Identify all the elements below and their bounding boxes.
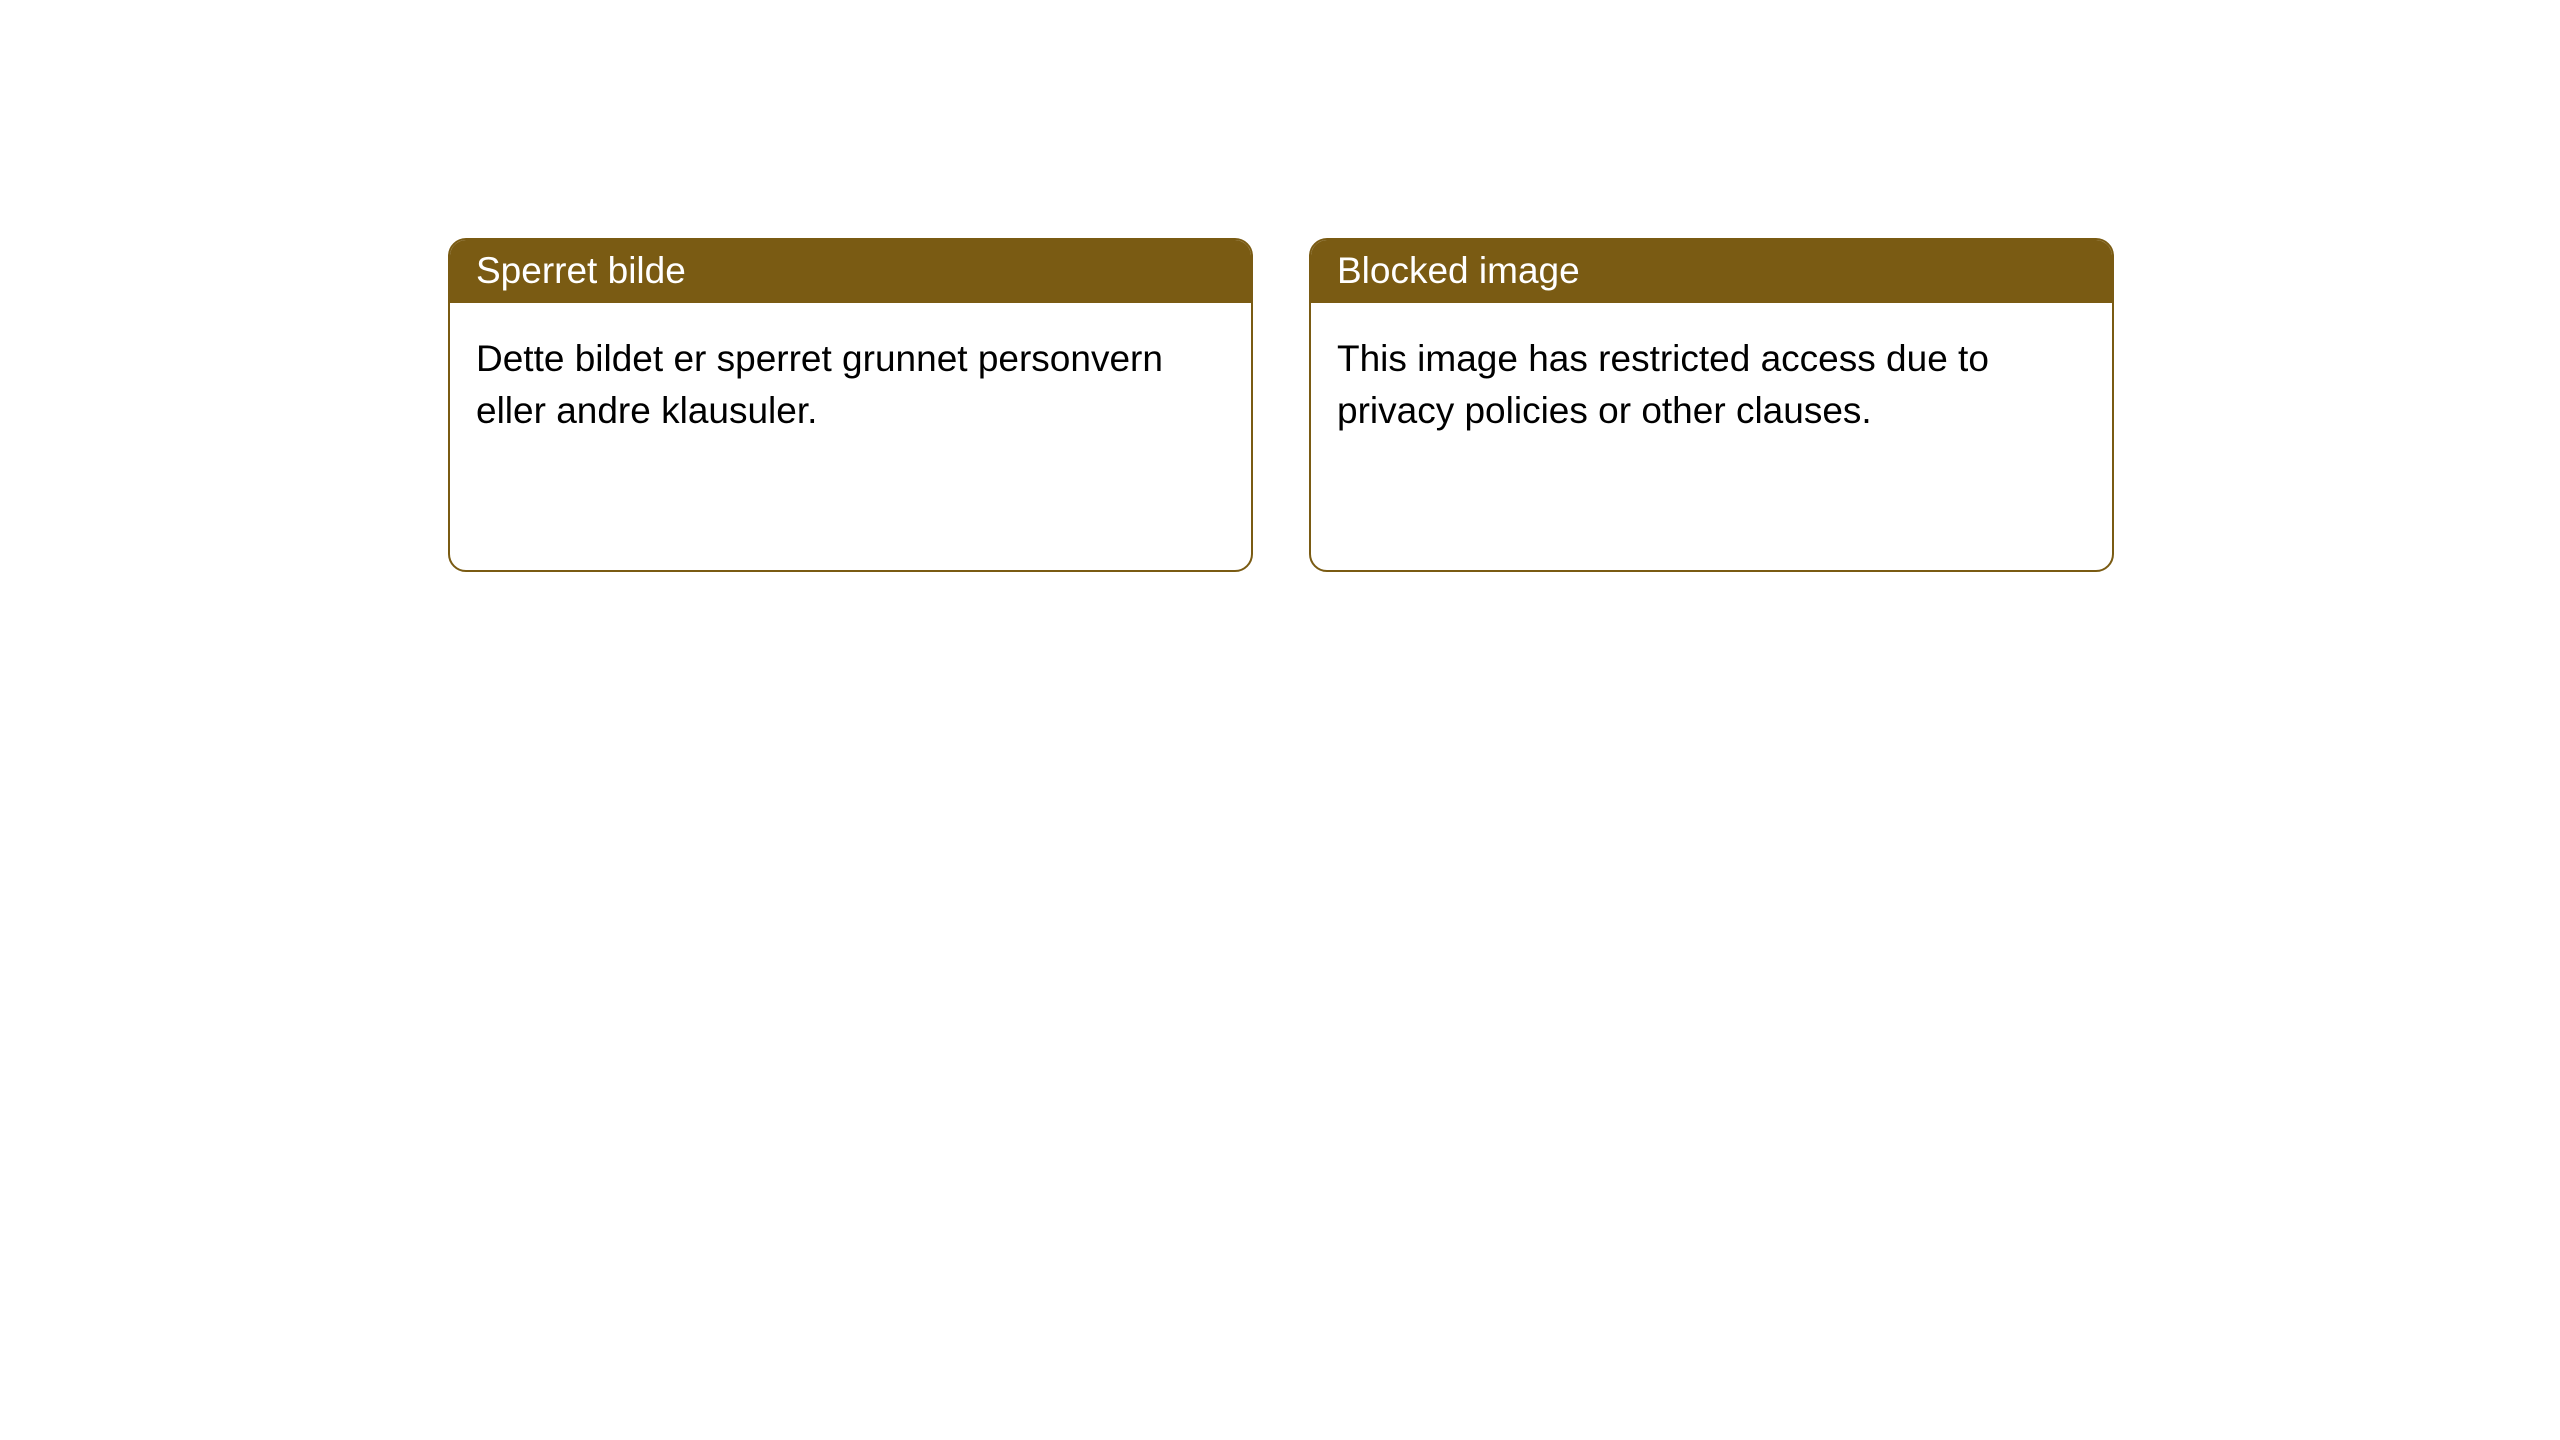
card-header: Sperret bilde (450, 240, 1251, 303)
card-body: This image has restricted access due to … (1311, 303, 2112, 463)
card-body: Dette bildet er sperret grunnet personve… (450, 303, 1251, 463)
notice-card-english: Blocked image This image has restricted … (1309, 238, 2114, 572)
notice-card-norwegian: Sperret bilde Dette bildet er sperret gr… (448, 238, 1253, 572)
card-header: Blocked image (1311, 240, 2112, 303)
notice-cards-container: Sperret bilde Dette bildet er sperret gr… (0, 0, 2560, 572)
